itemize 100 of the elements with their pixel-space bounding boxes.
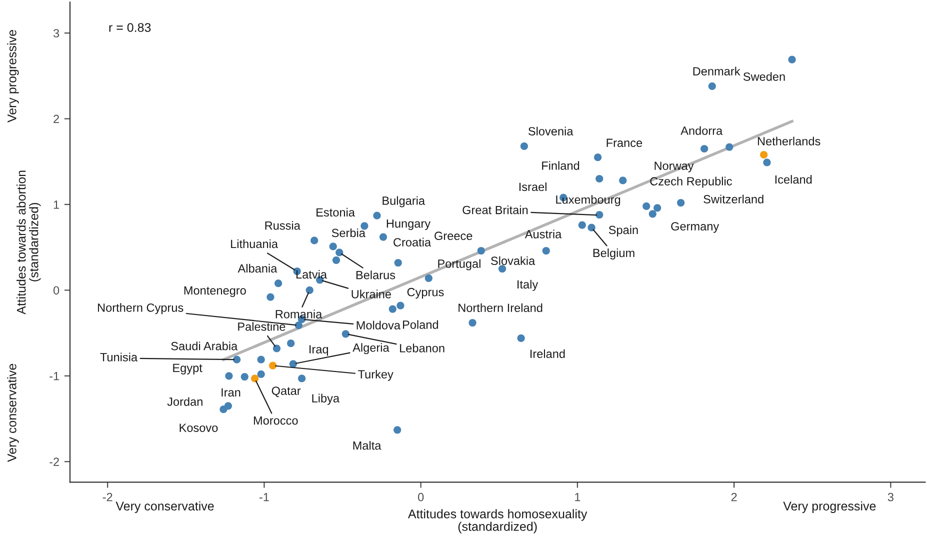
point	[760, 150, 768, 159]
point	[294, 322, 302, 330]
point	[266, 293, 274, 301]
annotation: r = 0.83	[109, 23, 151, 32]
y-tick-label: 3	[53, 29, 60, 38]
annotation: Ukraine	[352, 290, 392, 298]
x-tick-label: 0	[418, 492, 424, 502]
point	[306, 286, 314, 294]
point	[498, 264, 506, 273]
point	[654, 204, 662, 212]
annotation: Finland	[542, 161, 580, 170]
point	[287, 340, 295, 348]
text: Very conservative	[116, 501, 214, 513]
point	[578, 221, 586, 229]
text: Very progressive	[7, 30, 19, 123]
point	[232, 356, 241, 364]
point	[700, 144, 708, 153]
x-tick-label: 2	[731, 492, 737, 502]
annotation: Switzerland	[704, 194, 764, 204]
annotation: Qatar	[272, 386, 301, 398]
annotation: Algeria	[352, 343, 390, 354]
annotation: Italy	[518, 280, 538, 291]
point	[257, 370, 265, 378]
annotation: France	[606, 138, 642, 148]
annotation: Poland	[403, 320, 438, 329]
point	[763, 158, 771, 166]
annotation: Lithuania	[231, 239, 278, 248]
y-axis-title: Attitudes towards abortion (standardized)	[16, 170, 41, 314]
point	[477, 246, 485, 255]
point	[596, 210, 604, 219]
point	[298, 374, 306, 382]
annotation: Czech Republic	[650, 176, 732, 188]
point	[588, 224, 596, 232]
point	[379, 233, 388, 241]
annotation: Turkey	[358, 370, 394, 381]
annotation: Cyprus	[407, 288, 444, 299]
annotation: Russia	[265, 221, 300, 230]
annotation: Serbia	[332, 228, 366, 238]
point	[310, 236, 318, 244]
point	[594, 154, 602, 162]
point	[726, 143, 734, 151]
x-tick-label: -2	[102, 492, 112, 502]
annotation: Austria	[524, 230, 562, 238]
annotation: Montenegro	[184, 286, 246, 297]
annotation: Latvia	[296, 270, 327, 279]
point	[342, 330, 350, 338]
point	[677, 198, 685, 207]
point	[272, 344, 281, 352]
annotation: Tunisia	[100, 352, 138, 362]
text: Very progressive	[783, 501, 876, 513]
point	[373, 212, 381, 220]
point	[542, 246, 550, 255]
annotation: Iran	[222, 388, 240, 397]
point	[468, 318, 476, 327]
annotation: Malta	[353, 441, 382, 450]
point	[388, 305, 396, 313]
point	[619, 176, 627, 184]
x-axis-title: Attitudes towards homosexuality (standardized)	[408, 509, 588, 534]
point	[520, 142, 528, 150]
annotation: Moldova	[356, 320, 400, 330]
annotation: Portugal	[438, 259, 480, 270]
y-tick-label: -1	[50, 372, 59, 380]
point	[220, 406, 228, 414]
annotation: Jordan	[167, 397, 202, 406]
y-tick-label: -2	[50, 458, 59, 466]
point	[257, 356, 265, 364]
point	[596, 174, 604, 183]
annotation: Morocco	[254, 416, 298, 425]
x-tick-label: 1	[575, 493, 580, 502]
y-tick-label: 2	[54, 114, 59, 124]
x-tick-label: -1	[259, 493, 269, 502]
annotation: Egypt	[173, 364, 202, 374]
annotation: Bulgaria	[382, 196, 426, 208]
annotation: Iceland	[775, 175, 812, 184]
annotation: Greece	[434, 232, 472, 240]
point	[394, 426, 402, 434]
point	[251, 374, 259, 382]
annotation: Ireland	[530, 349, 565, 358]
point	[708, 82, 716, 90]
annotation: Iraq	[310, 345, 328, 356]
annotation: Great Britain	[462, 206, 528, 214]
point	[642, 202, 650, 210]
point	[269, 362, 277, 370]
annotation: Germany	[671, 222, 720, 233]
annotation: Estonia	[316, 208, 355, 217]
annotation: Palestine	[238, 322, 286, 331]
annotation: Libya	[312, 394, 340, 405]
annotation: Luxembourg	[556, 195, 620, 206]
point	[788, 56, 796, 64]
annotation: Saudi Arabia	[171, 342, 238, 350]
annotation: Hungary	[386, 219, 431, 230]
point	[329, 242, 337, 250]
annotation: Norway	[654, 162, 694, 172]
point	[240, 372, 248, 381]
y-tick-label: 0	[53, 286, 60, 295]
annotation: Israel	[519, 182, 546, 192]
point	[396, 302, 404, 310]
point	[225, 372, 233, 380]
point	[336, 248, 344, 256]
text: Very conservative	[7, 364, 19, 462]
